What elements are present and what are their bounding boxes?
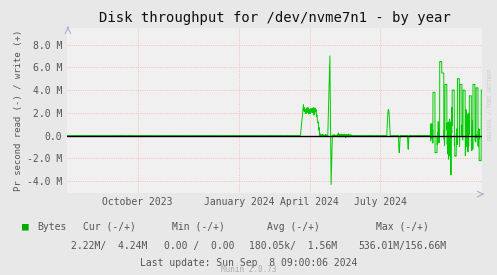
Text: Min (-/+): Min (-/+) (172, 222, 225, 232)
Text: Avg (-/+): Avg (-/+) (267, 222, 320, 232)
Text: 536.01M/156.66M: 536.01M/156.66M (358, 241, 447, 251)
Text: ■: ■ (22, 222, 29, 232)
Text: 2.22M/  4.24M: 2.22M/ 4.24M (71, 241, 148, 251)
Text: Last update: Sun Sep  8 09:00:06 2024: Last update: Sun Sep 8 09:00:06 2024 (140, 258, 357, 268)
Text: 0.00 /  0.00: 0.00 / 0.00 (164, 241, 234, 251)
Text: Bytes: Bytes (37, 222, 67, 232)
Text: Max (-/+): Max (-/+) (376, 222, 429, 232)
Text: Cur (-/+): Cur (-/+) (83, 222, 136, 232)
Text: RRDTOOL / TOBI OETIKER: RRDTOOL / TOBI OETIKER (487, 69, 492, 140)
Y-axis label: Pr second read (-) / write (+): Pr second read (-) / write (+) (14, 29, 23, 191)
Text: 180.05k/  1.56M: 180.05k/ 1.56M (249, 241, 337, 251)
Title: Disk throughput for /dev/nvme7n1 - by year: Disk throughput for /dev/nvme7n1 - by ye… (99, 11, 450, 25)
Text: Munin 2.0.73: Munin 2.0.73 (221, 265, 276, 274)
